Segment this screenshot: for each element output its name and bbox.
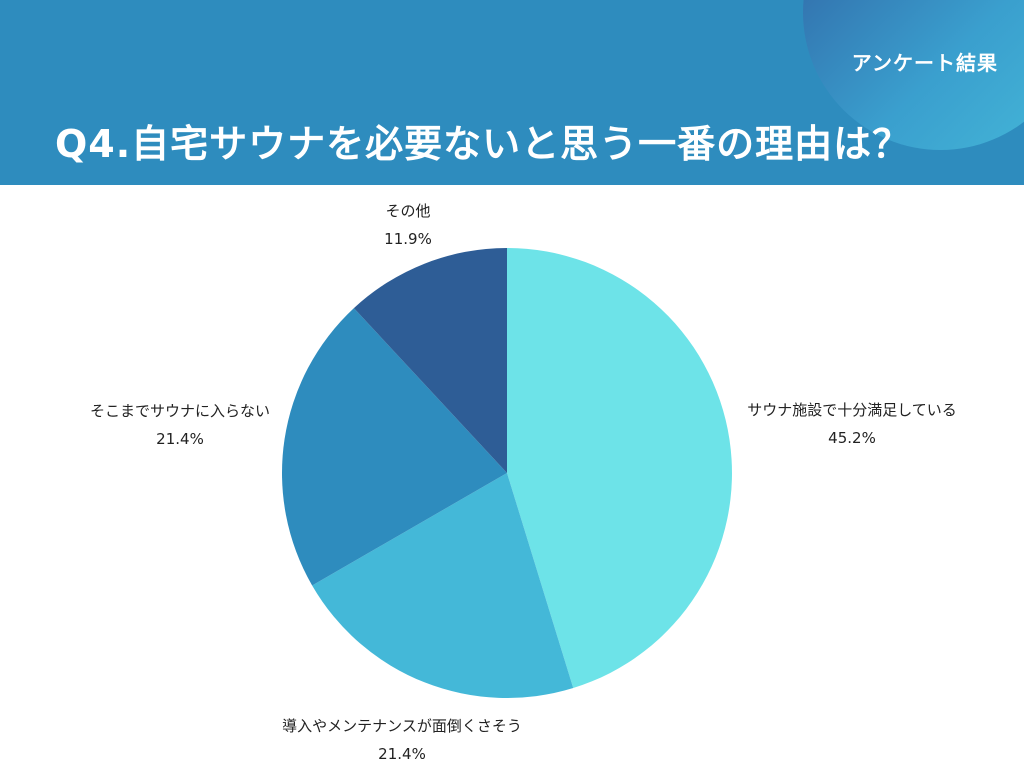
header-banner: アンケート結果 Q4.自宅サウナを必要ないと思う一番の理由は？ (0, 0, 1024, 185)
slice-label-rarely-use: そこまでサウナに入らない (90, 402, 270, 420)
pie-labels: サウナ施設で十分満足している 45.2% 導入やメンテナンスが面倒くさそう 21.4%… (90, 202, 957, 763)
pie-slices (281, 248, 732, 698)
slice-value-other: 11.9% (384, 230, 432, 248)
page-title: Q4.自宅サウナを必要ないと思う一番の理由は？ (55, 122, 912, 166)
slice-value-facility-satisfied: 45.2% (828, 429, 876, 447)
pie-slice-other (353, 248, 507, 473)
slice-label-maintenance-hassle: 導入やメンテナンスが面倒くさそう (282, 717, 522, 735)
survey-results-badge: アンケート結果 (851, 51, 998, 75)
slice-value-rarely-use: 21.4% (156, 430, 204, 448)
slice-value-maintenance-hassle: 21.4% (378, 745, 426, 763)
pie-slice-facility-satisfied (507, 248, 732, 689)
slice-label-facility-satisfied: サウナ施設で十分満足している (747, 401, 957, 419)
slice-label-other: その他 (385, 202, 430, 220)
pie-slice-rarely-use (281, 308, 507, 586)
pie-slice-maintenance-hassle (312, 473, 574, 698)
